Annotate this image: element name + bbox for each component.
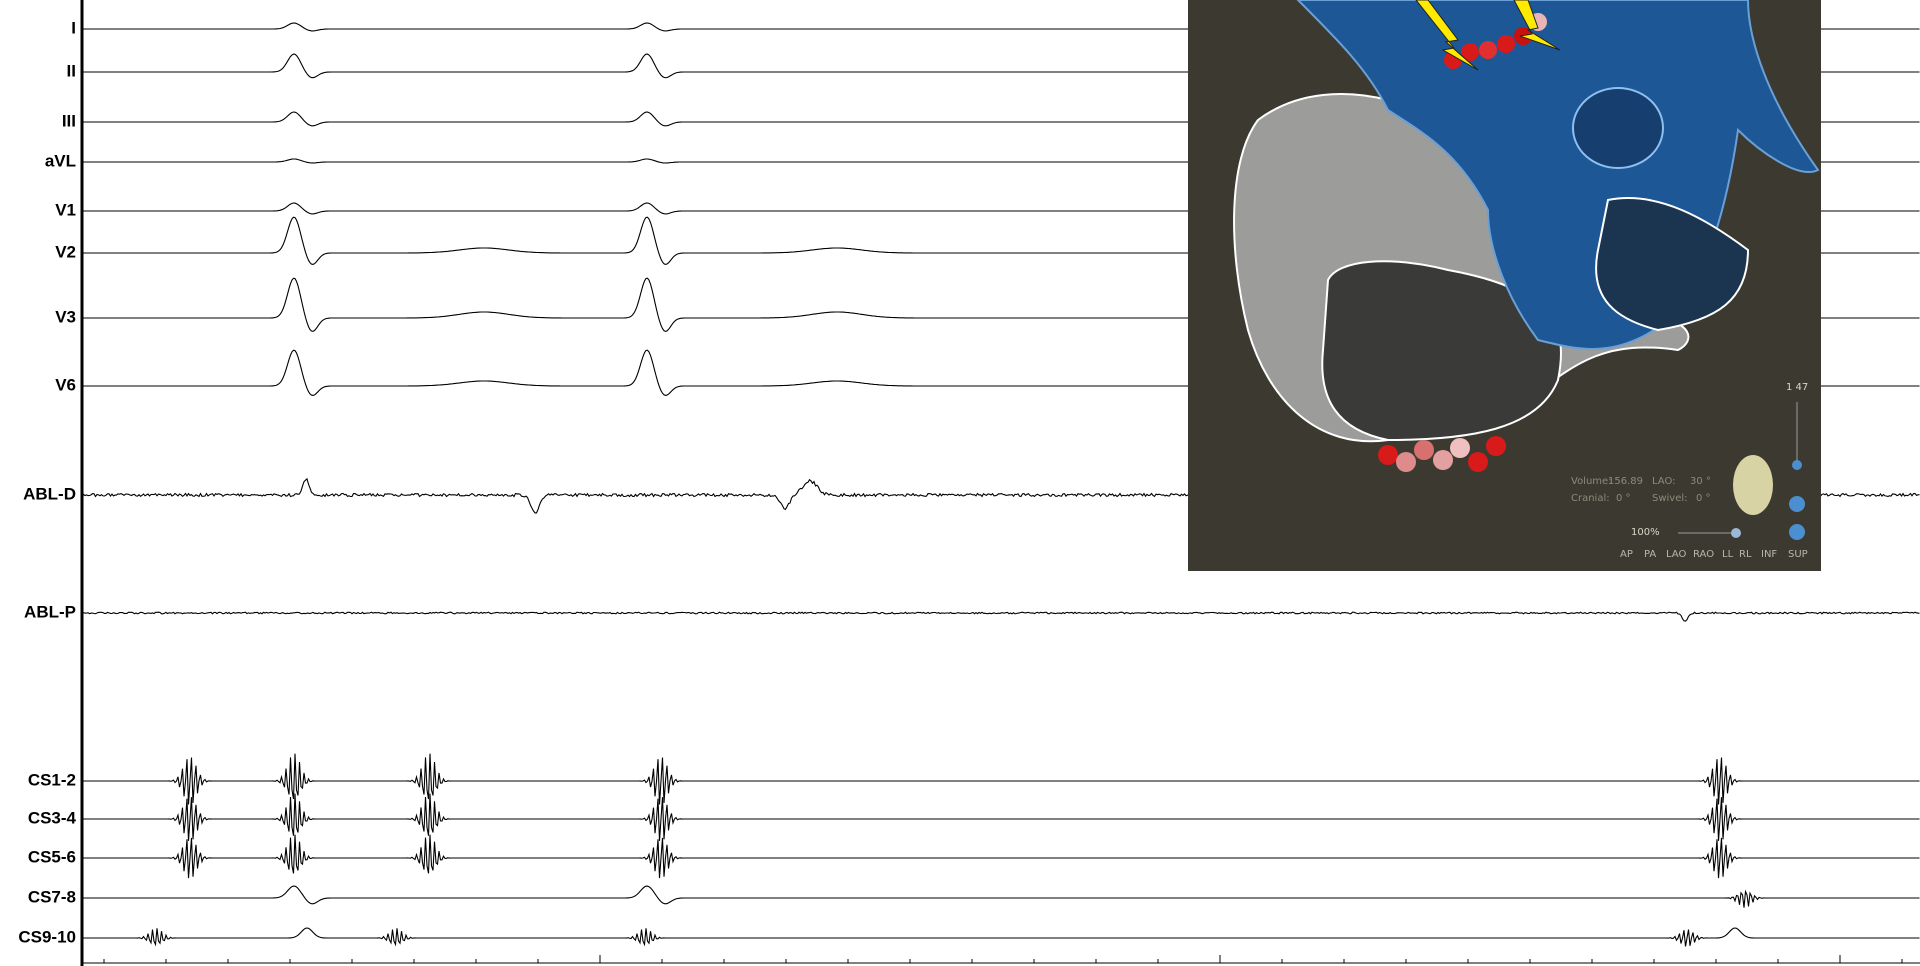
view-button[interactable]: LAO [1666, 549, 1687, 560]
zoom-percent: 100% [1631, 527, 1660, 538]
view-button[interactable] [1789, 496, 1805, 512]
trace [81, 611, 1920, 622]
view-button[interactable]: RL [1739, 549, 1752, 560]
channel-label: CS7-8 [28, 887, 76, 906]
volume-label: Volume: [1571, 476, 1612, 487]
channel-label: CS1-2 [28, 770, 76, 789]
bolt [1415, 0, 1479, 71]
valve-opening [1321, 260, 1562, 442]
channel-label: V6 [55, 375, 76, 394]
channel-label: V2 [55, 242, 76, 261]
channel-label: II [67, 61, 76, 80]
channel-label: I [71, 18, 76, 37]
zoom-value: 1 47 [1786, 382, 1809, 393]
view-button[interactable]: SUP [1788, 549, 1808, 560]
lao-label: LAO: [1652, 476, 1676, 487]
view-button[interactable]: AP [1620, 549, 1633, 560]
channel-label: ABL-P [24, 602, 76, 621]
channel-label: CS3-4 [28, 808, 77, 827]
channel-label: aVL [45, 151, 76, 170]
swivel-value: 0 ° [1696, 493, 1711, 504]
trace [82, 793, 1920, 841]
channel-label: V3 [55, 307, 76, 326]
channel-label: V1 [55, 200, 76, 219]
view-button[interactable]: PA [1644, 549, 1657, 560]
zoom-knob[interactable] [1792, 460, 1802, 470]
vein-ostium [1572, 87, 1664, 169]
appendage [1595, 197, 1750, 332]
heart-model[interactable] [1188, 0, 1821, 571]
swivel-label: Swivel: [1652, 493, 1688, 504]
ablation-points [1378, 13, 1547, 472]
view-button[interactable]: RAO [1693, 549, 1715, 560]
lao-value: 30 ° [1690, 476, 1711, 487]
trace [82, 834, 1920, 879]
volume-value: 156.89 [1608, 476, 1643, 487]
trace [82, 885, 1920, 908]
channel-label: III [62, 111, 76, 130]
cranial-value: 0 ° [1616, 493, 1631, 504]
view-button[interactable] [1789, 524, 1805, 540]
trace [82, 927, 1920, 947]
opacity-knob[interactable] [1731, 528, 1741, 538]
cranial-label: Cranial: [1571, 493, 1610, 504]
view-button[interactable]: LL [1722, 549, 1734, 560]
channel-label: CS5-6 [28, 847, 76, 866]
3d-map-panel[interactable]: 1 47 Volume: 156.89 LAO: 30 ° Cranial: 0… [1188, 0, 1821, 571]
trace [82, 753, 1920, 805]
channel-label: CS9-10 [18, 927, 76, 946]
bolt [1513, 0, 1561, 51]
view-button[interactable]: INF [1761, 549, 1778, 560]
channel-label: ABL-D [23, 484, 76, 503]
orientation-heart[interactable] [1733, 455, 1773, 515]
